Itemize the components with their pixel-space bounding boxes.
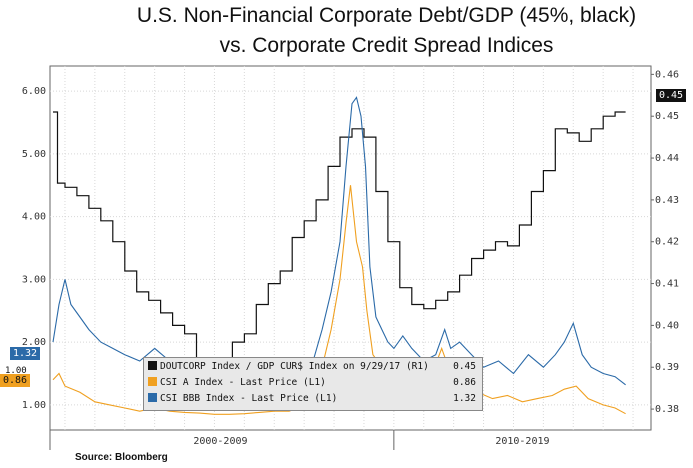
legend: DOUTCORP Index / GDP CUR$ Index on 9/29/… [143,357,483,411]
x-label-2000-2009: 2000-2009 [193,436,247,447]
legend-item-csi-a: CSI A Index - Last Price (L1) 0.86 [148,377,476,391]
legend-label-csi-a: CSI A Index - Last Price (L1) [160,377,326,388]
x-label-2010-2019: 2010-2019 [495,436,549,447]
axis-ticks: 1.00 2.00 3.00 4.00 5.00 6.00 0.38 0.39 0.40 0.41… [22,69,679,450]
legend-swatch-csi-bbb [148,393,157,402]
plot-frame [49,65,652,431]
legend-value-csi-bbb: 1.32 [453,393,476,404]
right-tick-label: 0.41 [655,279,679,290]
legend-label-csi-bbb: CSI BBB Index - Last Price (L1) [160,393,338,404]
legend-item-csi-bbb: CSI BBB Index - Last Price (L1) 1.32 [148,393,476,407]
chart-title-line2: vs. Corporate Credit Spread Indices [219,34,554,57]
right-tick-label: 0.38 [655,404,679,415]
right-tick-label: 0.39 [655,362,679,373]
badge-a-last: 0.86 [0,374,31,387]
right-tick-label: 0.44 [655,153,679,164]
right-tick-label: 0.46 [655,69,679,80]
left-tick-label: 2.00 [22,337,46,348]
left-tick-label: 4.00 [22,212,46,223]
legend-swatch-csi-a [148,377,157,386]
legend-swatch-debt [148,361,157,370]
left-tick-label: 5.00 [22,149,46,160]
right-tick-label: 0.45 [655,111,679,122]
legend-value-csi-a: 0.86 [453,377,476,388]
left-tick-label: 6.00 [22,86,46,97]
legend-label-debt: DOUTCORP Index / GDP CUR$ Index on 9/29/… [160,361,429,372]
left-tick-label: 3.00 [22,274,46,285]
source-note: Source: Bloomberg [75,452,168,463]
legend-item-debt: DOUTCORP Index / GDP CUR$ Index on 9/29/… [148,361,476,375]
right-tick-label: 0.42 [655,237,679,248]
legend-value-debt: 0.45 [453,361,476,372]
series-line-csi-bbb [52,96,626,390]
badge-bbb-last: 1.32 [10,347,41,360]
series-line-debt-gdp [53,111,626,364]
badge-debt-last: 0.45 [656,89,687,102]
chart-title-line1: U.S. Non-Financial Corporate Debt/GDP (4… [136,4,637,27]
left-tick-label: 1.00 [22,400,46,411]
right-tick-label: 0.40 [655,320,679,331]
right-tick-label: 0.43 [655,195,679,206]
badge-left-one: 1.00 [2,367,30,376]
